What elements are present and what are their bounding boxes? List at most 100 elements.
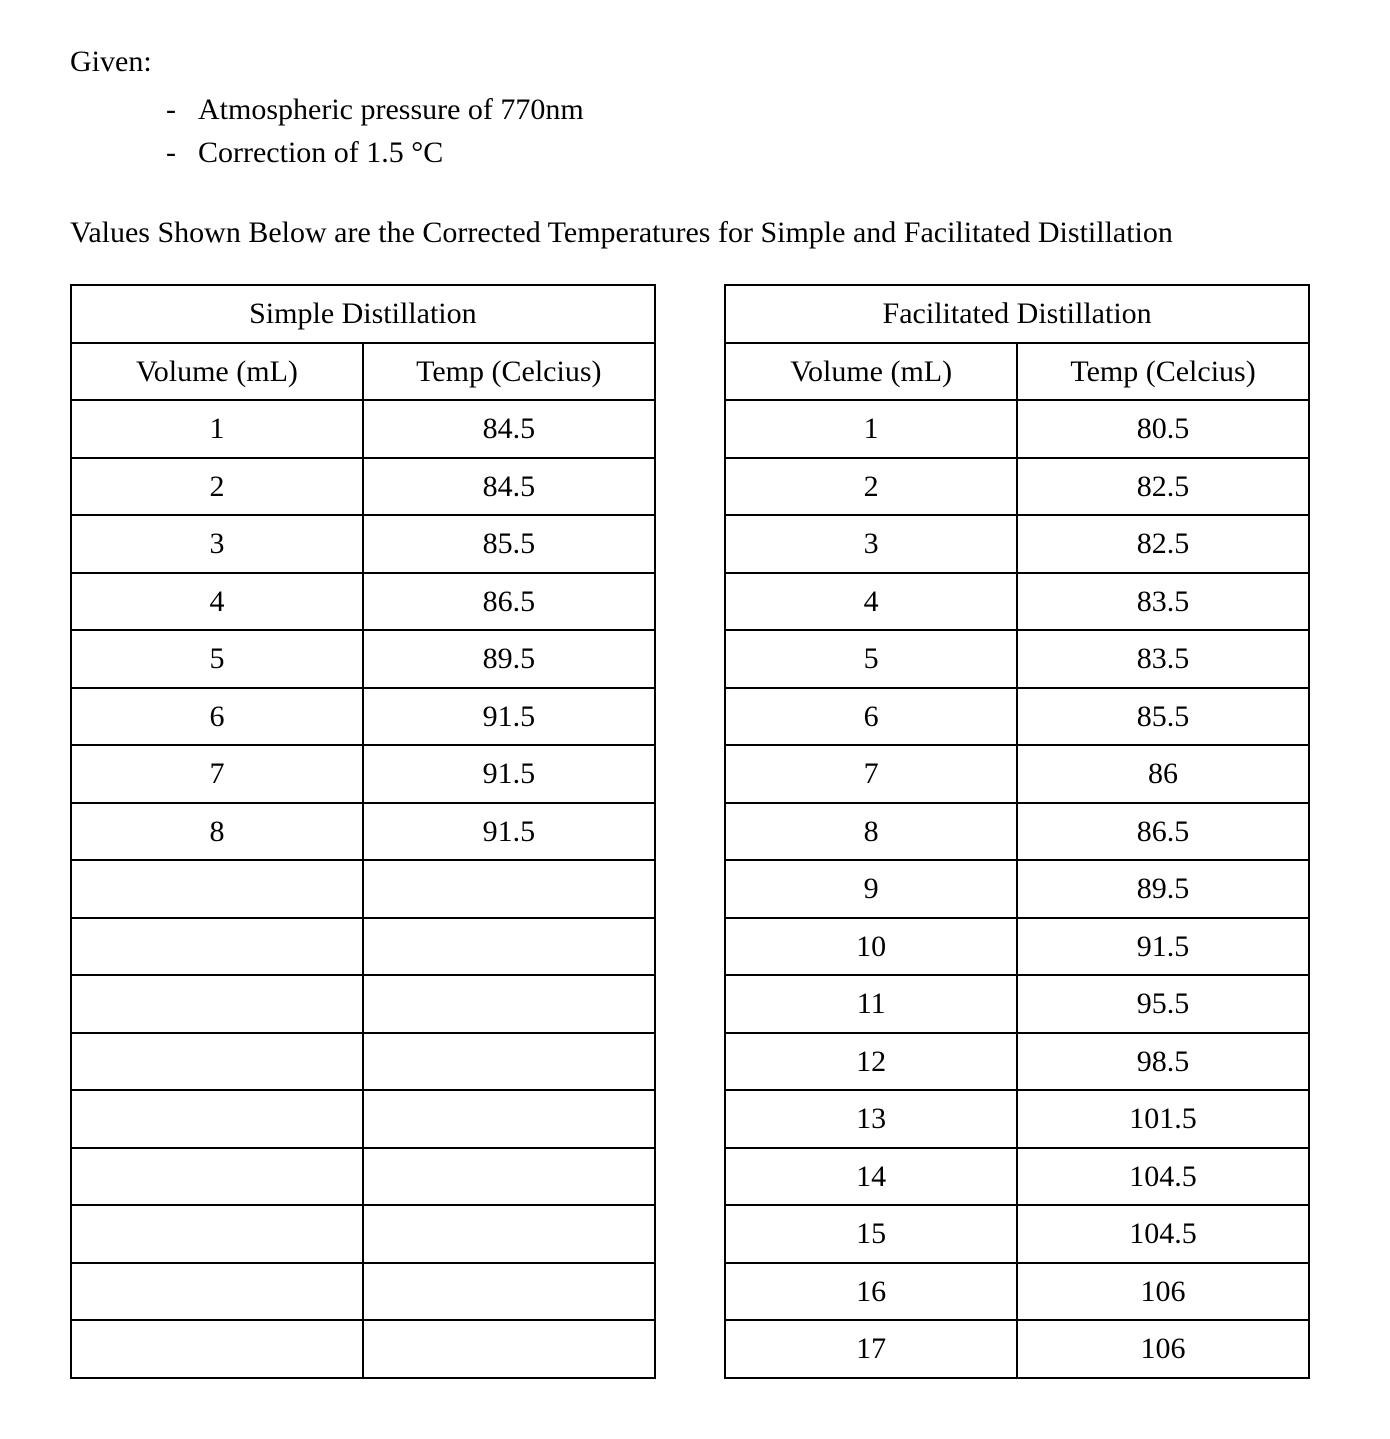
simple-col-volume-header: Volume (mL) (71, 343, 363, 401)
simple-temp-cell: 91.5 (363, 745, 655, 803)
facilitated-temp-cell: 91.5 (1017, 918, 1309, 976)
facilitated-volume-cell: 14 (725, 1148, 1017, 1206)
facilitated-temp-cell: 106 (1017, 1320, 1309, 1378)
facilitated-volume-cell: 8 (725, 803, 1017, 861)
distillation-table: Simple Distillation Facilitated Distillat… (70, 284, 1310, 1379)
facilitated-volume-cell: 12 (725, 1033, 1017, 1091)
simple-volume-cell: 5 (71, 630, 363, 688)
facilitated-volume-cell: 1 (725, 400, 1017, 458)
simple-volume-cell: 3 (71, 515, 363, 573)
column-gap (655, 1148, 725, 1206)
simple-col-temp-header: Temp (Celcius) (363, 343, 655, 401)
facilitated-volume-cell: 10 (725, 918, 1017, 976)
facilitated-temp-cell: 80.5 (1017, 400, 1309, 458)
facilitated-temp-cell: 95.5 (1017, 975, 1309, 1033)
facilitated-volume-cell: 15 (725, 1205, 1017, 1263)
simple-temp-cell: 89.5 (363, 630, 655, 688)
facilitated-volume-cell: 9 (725, 860, 1017, 918)
column-gap (655, 343, 725, 401)
simple-empty-cell (363, 1033, 655, 1091)
facilitated-col-temp-header: Temp (Celcius) (1017, 343, 1309, 401)
facilitated-volume-cell: 13 (725, 1090, 1017, 1148)
simple-empty-cell (71, 1205, 363, 1263)
column-gap (655, 285, 725, 343)
simple-empty-cell (363, 975, 655, 1033)
simple-empty-cell (71, 1033, 363, 1091)
simple-temp-cell: 84.5 (363, 400, 655, 458)
column-gap (655, 1033, 725, 1091)
simple-volume-cell: 4 (71, 573, 363, 631)
simple-volume-cell: 7 (71, 745, 363, 803)
column-gap (655, 860, 725, 918)
facilitated-volume-cell: 17 (725, 1320, 1017, 1378)
facilitated-temp-cell: 82.5 (1017, 458, 1309, 516)
document-page: Given: Atmospheric pressure of 770nm Cor… (0, 0, 1390, 1439)
facilitated-temp-cell: 82.5 (1017, 515, 1309, 573)
simple-temp-cell: 91.5 (363, 688, 655, 746)
column-gap (655, 975, 725, 1033)
simple-title: Simple Distillation (71, 285, 655, 343)
facilitated-temp-cell: 101.5 (1017, 1090, 1309, 1148)
column-gap (655, 1090, 725, 1148)
facilitated-temp-cell: 83.5 (1017, 630, 1309, 688)
column-gap (655, 745, 725, 803)
simple-empty-cell (363, 1090, 655, 1148)
facilitated-temp-cell: 83.5 (1017, 573, 1309, 631)
simple-empty-cell (71, 1263, 363, 1321)
simple-empty-cell (71, 860, 363, 918)
facilitated-temp-cell: 85.5 (1017, 688, 1309, 746)
column-gap (655, 1205, 725, 1263)
facilitated-title: Facilitated Distillation (725, 285, 1309, 343)
facilitated-volume-cell: 3 (725, 515, 1017, 573)
simple-temp-cell: 85.5 (363, 515, 655, 573)
given-item: Atmospheric pressure of 770nm (166, 88, 1320, 132)
simple-volume-cell: 2 (71, 458, 363, 516)
column-gap (655, 688, 725, 746)
column-gap (655, 573, 725, 631)
column-gap (655, 918, 725, 976)
column-gap (655, 803, 725, 861)
given-list: Atmospheric pressure of 770nm Correction… (70, 88, 1320, 175)
facilitated-temp-cell: 104.5 (1017, 1205, 1309, 1263)
simple-empty-cell (363, 918, 655, 976)
simple-empty-cell (363, 1205, 655, 1263)
simple-empty-cell (71, 918, 363, 976)
column-gap (655, 1320, 725, 1378)
facilitated-temp-cell: 106 (1017, 1263, 1309, 1321)
facilitated-temp-cell: 98.5 (1017, 1033, 1309, 1091)
facilitated-volume-cell: 11 (725, 975, 1017, 1033)
simple-empty-cell (363, 1263, 655, 1321)
facilitated-volume-cell: 2 (725, 458, 1017, 516)
simple-empty-cell (363, 1148, 655, 1206)
table-intro: Values Shown Below are the Corrected Tem… (70, 211, 1320, 255)
facilitated-temp-cell: 104.5 (1017, 1148, 1309, 1206)
facilitated-volume-cell: 16 (725, 1263, 1017, 1321)
simple-empty-cell (71, 1090, 363, 1148)
simple-empty-cell (71, 1320, 363, 1378)
facilitated-col-volume-header: Volume (mL) (725, 343, 1017, 401)
given-item: Correction of 1.5 °C (166, 131, 1320, 175)
simple-empty-cell (71, 1148, 363, 1206)
column-gap (655, 630, 725, 688)
facilitated-temp-cell: 86.5 (1017, 803, 1309, 861)
facilitated-temp-cell: 86 (1017, 745, 1309, 803)
facilitated-volume-cell: 6 (725, 688, 1017, 746)
simple-temp-cell: 91.5 (363, 803, 655, 861)
facilitated-volume-cell: 5 (725, 630, 1017, 688)
facilitated-volume-cell: 7 (725, 745, 1017, 803)
simple-empty-cell (71, 975, 363, 1033)
given-label: Given: (70, 40, 1320, 84)
column-gap (655, 1263, 725, 1321)
column-gap (655, 515, 725, 573)
simple-temp-cell: 84.5 (363, 458, 655, 516)
simple-volume-cell: 6 (71, 688, 363, 746)
simple-volume-cell: 1 (71, 400, 363, 458)
simple-volume-cell: 8 (71, 803, 363, 861)
column-gap (655, 400, 725, 458)
simple-empty-cell (363, 860, 655, 918)
column-gap (655, 458, 725, 516)
facilitated-volume-cell: 4 (725, 573, 1017, 631)
simple-empty-cell (363, 1320, 655, 1378)
facilitated-temp-cell: 89.5 (1017, 860, 1309, 918)
simple-temp-cell: 86.5 (363, 573, 655, 631)
